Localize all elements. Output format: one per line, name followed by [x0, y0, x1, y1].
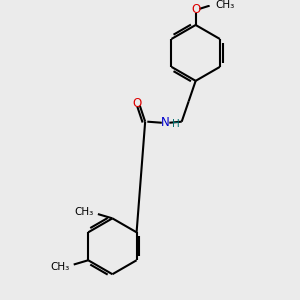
Text: O: O	[132, 98, 141, 110]
Text: O: O	[191, 4, 200, 16]
Text: H: H	[172, 119, 180, 129]
Text: N: N	[161, 116, 170, 129]
Text: CH₃: CH₃	[215, 0, 235, 10]
Text: CH₃: CH₃	[50, 262, 69, 272]
Text: CH₃: CH₃	[74, 207, 94, 217]
